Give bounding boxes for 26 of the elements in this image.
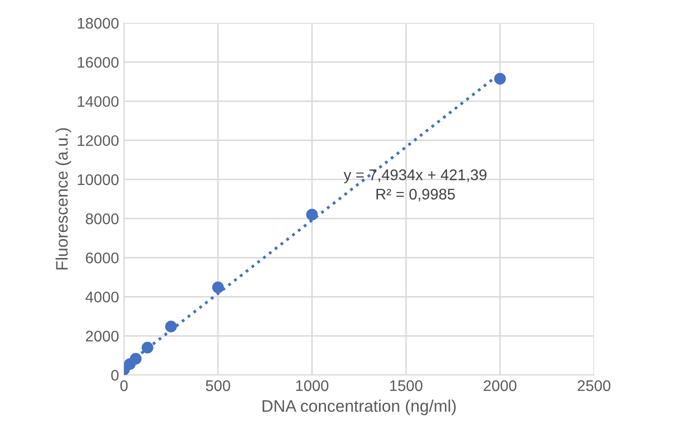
x-tick-label: 0 bbox=[120, 380, 128, 392]
x-tick-label: 500 bbox=[206, 380, 230, 392]
x-tick-label: 2000 bbox=[484, 380, 516, 392]
y-tick-label: 14000 bbox=[78, 96, 119, 107]
y-tick-label: 6000 bbox=[86, 252, 119, 264]
x-tick-label: 2500 bbox=[578, 380, 610, 392]
y-tick-label: 8000 bbox=[86, 213, 119, 224]
y-tick-label: 12000 bbox=[78, 135, 119, 146]
y-tick-label: 10000 bbox=[78, 174, 119, 186]
x-tick-label: 1500 bbox=[390, 380, 422, 392]
y-tick-label: 0 bbox=[111, 370, 119, 381]
point bbox=[306, 208, 318, 220]
y-tick-label: 2000 bbox=[86, 330, 119, 342]
point bbox=[165, 320, 177, 332]
point bbox=[142, 342, 154, 354]
point bbox=[494, 72, 506, 85]
point bbox=[130, 352, 142, 365]
x-tick-label: 1000 bbox=[296, 380, 328, 392]
y-tick-label: 4000 bbox=[86, 292, 119, 302]
point bbox=[212, 282, 224, 294]
x-axis-title: DNA concentration (ng/ml) bbox=[262, 400, 456, 416]
y-axis-title: Fluorescence (a.u.) bbox=[56, 128, 72, 270]
y-tick-label: 18000 bbox=[78, 18, 119, 29]
y-tick-label: 16000 bbox=[78, 56, 119, 68]
annotation: y = 7,4934x + 421,39 bbox=[344, 169, 486, 184]
annotation: R² = 0,9985 bbox=[376, 188, 455, 202]
